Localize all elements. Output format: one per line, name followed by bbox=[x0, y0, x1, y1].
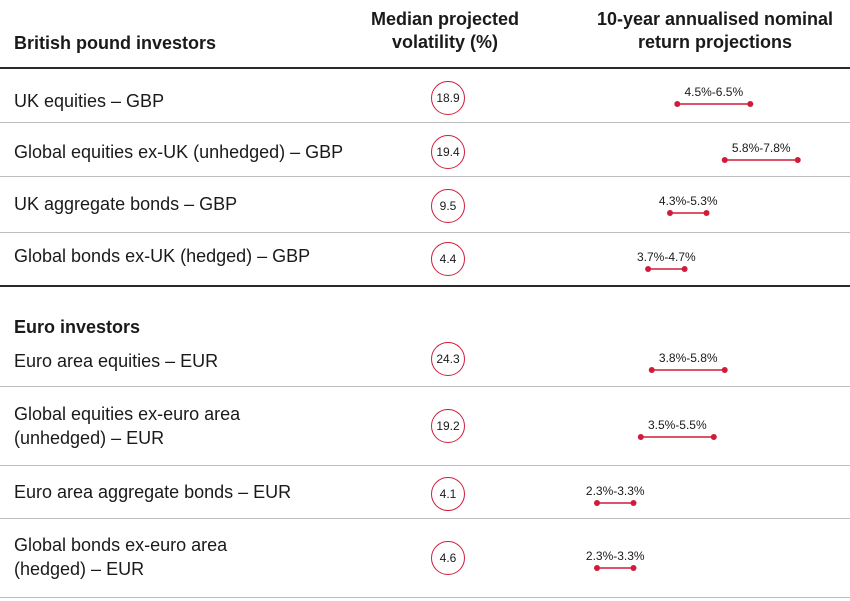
range-low-dot bbox=[648, 367, 655, 373]
range-label: 3.5%-5.5% bbox=[648, 418, 707, 432]
range-low-dot bbox=[645, 266, 652, 272]
range-high-dot bbox=[703, 210, 710, 216]
range-high-dot bbox=[630, 500, 637, 506]
volatility-badge: 19.4 bbox=[431, 135, 465, 169]
row-divider bbox=[0, 597, 850, 598]
row-label-global-bonds-ex-uk: Global bonds ex-UK (hedged) – GBP bbox=[14, 246, 311, 266]
volatility-badge: 4.4 bbox=[431, 242, 465, 276]
range-low-dot bbox=[721, 157, 728, 163]
volatility-badge: 4.6 bbox=[431, 541, 465, 575]
row-divider bbox=[0, 465, 850, 466]
range-label: 5.8%-7.8% bbox=[732, 141, 791, 155]
range-high-dot bbox=[630, 565, 637, 571]
range-low-dot bbox=[594, 565, 600, 571]
range-high-dot bbox=[721, 367, 728, 373]
header-divider bbox=[0, 67, 850, 69]
header-volatility: Median projected volatility (%) bbox=[370, 9, 520, 52]
range-label: 4.5%-6.5% bbox=[684, 85, 743, 99]
row-label-line: Global bonds ex-euro area bbox=[14, 535, 228, 555]
range-low-dot bbox=[637, 434, 644, 440]
range-high-dot bbox=[710, 434, 717, 440]
row-label-line: (unhedged) – EUR bbox=[14, 428, 165, 448]
range-high-dot bbox=[681, 266, 688, 272]
range-low-dot bbox=[667, 210, 673, 216]
header-returns: 10-year annualised nominal return projec… bbox=[596, 9, 834, 52]
row-label-uk-equities: UK equities – GBP bbox=[14, 91, 165, 111]
row-label-line: (hedged) – EUR bbox=[14, 559, 145, 579]
range-label: 2.3%-3.3% bbox=[586, 549, 645, 563]
row-divider bbox=[0, 386, 850, 387]
volatility-badge: 24.3 bbox=[431, 342, 465, 376]
volatility-badge: 18.9 bbox=[431, 81, 465, 115]
row-divider bbox=[0, 122, 850, 123]
volatility-badge: 4.1 bbox=[431, 477, 465, 511]
range-label: 4.3%-5.3% bbox=[659, 194, 718, 208]
row-label-line: Global equities ex-euro area bbox=[14, 404, 241, 424]
section-title-euro: Euro investors bbox=[14, 317, 141, 337]
section-divider bbox=[0, 285, 850, 287]
row-divider bbox=[0, 232, 850, 233]
range-high-dot bbox=[747, 101, 754, 107]
volatility-badge: 19.2 bbox=[431, 409, 465, 443]
row-divider bbox=[0, 176, 850, 177]
header-asset: British pound investors bbox=[14, 33, 217, 53]
range-low-dot bbox=[674, 101, 681, 107]
row-divider bbox=[0, 518, 850, 519]
row-label-global-bonds-ex-euro: Global bonds ex-euro area (hedged) – EUR bbox=[14, 533, 227, 581]
row-label-euro-area-aggregate-bonds: Euro area aggregate bonds – EUR bbox=[14, 482, 292, 502]
range-high-dot bbox=[794, 157, 801, 163]
row-label-global-equities-ex-euro: Global equities ex-euro area (unhedged) … bbox=[14, 402, 240, 450]
row-label-uk-aggregate-bonds: UK aggregate bonds – GBP bbox=[14, 194, 238, 214]
range-label: 3.7%-4.7% bbox=[637, 250, 696, 264]
row-label-euro-area-equities: Euro area equities – EUR bbox=[14, 351, 219, 371]
range-label: 2.3%-3.3% bbox=[586, 484, 645, 498]
volatility-badge: 9.5 bbox=[431, 189, 465, 223]
row-label-global-equities-ex-uk: Global equities ex-UK (unhedged) – GBP bbox=[14, 142, 344, 162]
range-label: 3.8%-5.8% bbox=[659, 351, 718, 365]
range-low-dot bbox=[594, 500, 600, 506]
